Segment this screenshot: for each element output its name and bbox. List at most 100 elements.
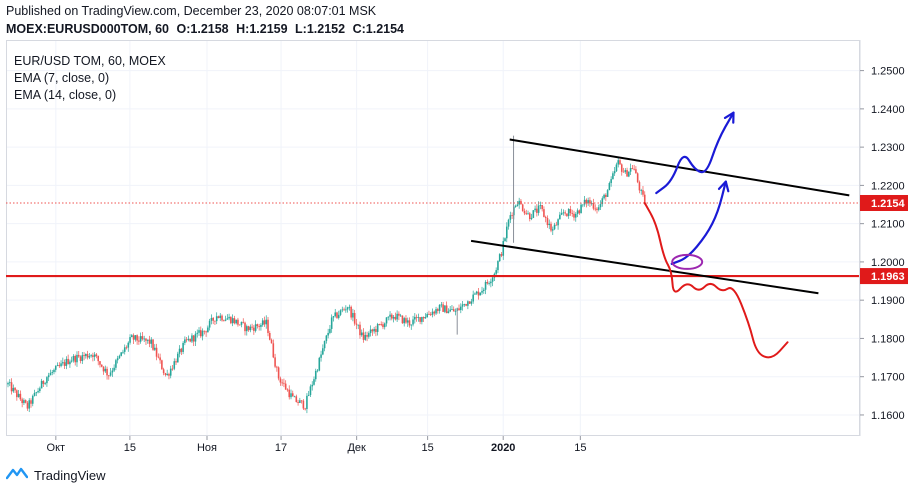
candle-body-36 bbox=[70, 360, 73, 362]
candle-body-294 bbox=[527, 213, 529, 215]
horizontal-level-badge-label: 1.1963 bbox=[871, 271, 905, 283]
candle-body-38 bbox=[74, 355, 77, 363]
candle-body-359 bbox=[642, 190, 644, 195]
candle-body-77 bbox=[143, 338, 145, 340]
candle-body-37 bbox=[72, 355, 75, 361]
candle-body-356 bbox=[636, 173, 639, 183]
candle-body-79 bbox=[146, 339, 149, 341]
candle-body-242 bbox=[435, 309, 437, 314]
y-tick-label-6: 1.1900 bbox=[871, 295, 905, 307]
candle-body-304 bbox=[544, 216, 547, 218]
candle-body-9 bbox=[23, 400, 25, 404]
candle-body-49 bbox=[93, 354, 96, 357]
candle-body-288 bbox=[516, 204, 519, 207]
candle-body-166 bbox=[300, 400, 303, 402]
candle-body-303 bbox=[543, 209, 545, 217]
chart-frame[interactable]: 1.2500 1.2400 1.2300 1.2200 1.2100 1.2000 1.19… bbox=[6, 40, 909, 460]
candle-body-323 bbox=[578, 210, 581, 214]
candle-body-335 bbox=[599, 204, 602, 208]
time-axis[interactable]: Окт 15 Ноя 17 Дек 15 2020 15 bbox=[47, 436, 587, 454]
candle-body-141 bbox=[256, 324, 259, 327]
candle-body-55 bbox=[104, 368, 107, 372]
candle-body-315 bbox=[564, 212, 566, 214]
ohlc-low-label: L: bbox=[295, 22, 307, 36]
candle-body-108 bbox=[198, 330, 200, 333]
candle-body-139 bbox=[253, 327, 255, 331]
candle-body-100 bbox=[184, 339, 186, 343]
candle-body-28 bbox=[56, 365, 59, 367]
candle-body-195 bbox=[352, 312, 354, 318]
candle-body-149 bbox=[270, 339, 273, 344]
candle-body-186 bbox=[336, 312, 338, 318]
candle-body-261 bbox=[468, 301, 471, 304]
ohlc-close-value: 1.2154 bbox=[365, 22, 404, 36]
candle-body-220 bbox=[396, 313, 398, 320]
candle-body-57 bbox=[108, 375, 110, 377]
grid bbox=[6, 40, 859, 436]
candle-body-173 bbox=[313, 379, 315, 385]
candle-body-115 bbox=[210, 318, 213, 321]
candle-body-354 bbox=[633, 168, 635, 170]
candle-body-179 bbox=[323, 341, 326, 349]
candle-body-0 bbox=[7, 383, 9, 385]
current-price-badge bbox=[860, 194, 908, 211]
candle-body-65 bbox=[122, 351, 124, 353]
candle-body-80 bbox=[148, 339, 151, 344]
candle-body-287 bbox=[514, 206, 517, 208]
candle-body-94 bbox=[173, 361, 176, 369]
candle-body-232 bbox=[417, 317, 420, 318]
candle-body-102 bbox=[187, 338, 190, 341]
candle-body-123 bbox=[224, 319, 227, 321]
price-chart[interactable]: 1.2500 1.2400 1.2300 1.2200 1.2100 1.2000 1.19… bbox=[6, 40, 909, 460]
candle-body-187 bbox=[337, 314, 340, 318]
candle-body-178 bbox=[322, 348, 324, 355]
candle-body-213 bbox=[383, 323, 386, 328]
candle-body-154 bbox=[279, 378, 282, 383]
channel-upper-line bbox=[509, 138, 850, 197]
trend-channel[interactable] bbox=[470, 138, 850, 295]
candle-body-112 bbox=[205, 331, 207, 333]
candle-body-168 bbox=[304, 408, 306, 410]
candle-body-158 bbox=[286, 389, 289, 391]
candle-body-337 bbox=[603, 194, 605, 199]
candle-body-103 bbox=[189, 338, 191, 342]
candle-body-68 bbox=[127, 342, 130, 348]
candle-body-228 bbox=[410, 324, 413, 326]
candle-body-88 bbox=[162, 369, 165, 374]
candle-body-311 bbox=[557, 219, 559, 226]
candle-body-51 bbox=[97, 356, 100, 362]
candle-body-306 bbox=[548, 223, 551, 226]
candle-body-308 bbox=[551, 229, 554, 231]
y-tick-label-8: 1.1700 bbox=[871, 372, 905, 384]
candle-body-217 bbox=[391, 314, 393, 319]
candle-body-98 bbox=[180, 348, 183, 352]
candle-body-355 bbox=[635, 169, 637, 174]
candle-body-48 bbox=[92, 355, 94, 357]
candle-body-5 bbox=[16, 390, 18, 398]
candle-body-16 bbox=[35, 392, 38, 394]
candle-body-153 bbox=[277, 367, 280, 379]
candle-body-110 bbox=[201, 330, 204, 337]
ohlc-high-value: 1.2159 bbox=[249, 22, 288, 36]
candle-body-192 bbox=[346, 307, 349, 310]
candle-body-260 bbox=[467, 301, 469, 306]
x-tick-label-6: 2020 bbox=[491, 442, 515, 454]
candle-body-338 bbox=[605, 194, 607, 197]
price-axis[interactable]: 1.2500 1.2400 1.2300 1.2200 1.2100 1.2000 1.19… bbox=[860, 66, 908, 422]
current-price-badge-label: 1.2154 bbox=[871, 198, 906, 210]
candle-body-124 bbox=[226, 318, 229, 320]
candle-body-137 bbox=[249, 326, 252, 331]
candle-body-24 bbox=[49, 372, 52, 376]
symbol-ohlc-line: MOEX:EURUSD000TOM, 60 O:1.2158 H:1.2159 … bbox=[6, 22, 404, 36]
candle-body-6 bbox=[17, 393, 20, 398]
price-levels bbox=[6, 202, 859, 278]
candle-body-60 bbox=[113, 367, 115, 371]
candle-body-117 bbox=[214, 320, 216, 322]
candle-body-43 bbox=[83, 355, 85, 357]
candle-body-95 bbox=[175, 361, 177, 363]
candle-body-138 bbox=[251, 326, 253, 328]
candle-body-2 bbox=[10, 382, 13, 392]
candle-body-127 bbox=[231, 318, 234, 324]
candle-body-297 bbox=[532, 210, 535, 218]
footer: TradingView bbox=[5, 464, 106, 486]
